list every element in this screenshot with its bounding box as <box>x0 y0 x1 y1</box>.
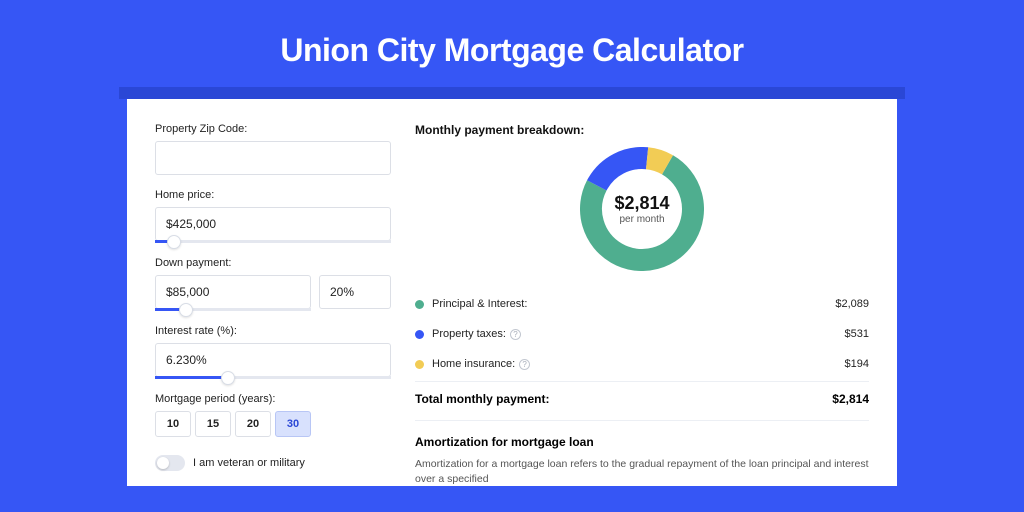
period-btn-20[interactable]: 20 <box>235 411 271 437</box>
amortization-section: Amortization for mortgage loan Amortizat… <box>415 420 869 486</box>
veteran-toggle[interactable] <box>155 455 185 471</box>
home-price-label: Home price: <box>155 189 391 201</box>
legend-value: $194 <box>845 358 869 370</box>
legend-row: Home insurance: ?$194 <box>415 349 869 379</box>
home-price-slider[interactable] <box>155 240 391 243</box>
legend-label: Home insurance: ? <box>432 358 845 370</box>
calculator-card: Property Zip Code: Home price: Down paym… <box>127 99 897 486</box>
breakdown-title: Monthly payment breakdown: <box>415 123 869 137</box>
interest-rate-label: Interest rate (%): <box>155 325 391 337</box>
period-btn-30[interactable]: 30 <box>275 411 311 437</box>
field-home-price: Home price: <box>155 189 391 243</box>
legend-row: Principal & Interest:$2,089 <box>415 289 869 319</box>
legend-dot <box>415 330 424 339</box>
page-title: Union City Mortgage Calculator <box>0 0 1024 87</box>
legend-value: $531 <box>845 328 869 340</box>
interest-rate-slider[interactable] <box>155 376 391 379</box>
mortgage-period-label: Mortgage period (years): <box>155 393 391 405</box>
breakdown-column: Monthly payment breakdown: $2,814 per mo… <box>415 123 869 486</box>
slider-thumb[interactable] <box>221 371 235 385</box>
inputs-column: Property Zip Code: Home price: Down paym… <box>155 123 391 486</box>
veteran-label: I am veteran or military <box>193 457 305 469</box>
down-payment-input[interactable] <box>155 275 311 309</box>
legend-value: $2,089 <box>835 298 869 310</box>
legend-label: Property taxes: ? <box>432 328 845 340</box>
period-btn-15[interactable]: 15 <box>195 411 231 437</box>
down-payment-label: Down payment: <box>155 257 391 269</box>
interest-rate-input[interactable] <box>155 343 391 377</box>
zip-label: Property Zip Code: <box>155 123 391 135</box>
donut-center-sub: per month <box>614 214 669 225</box>
amortization-text: Amortization for a mortgage loan refers … <box>415 457 869 486</box>
legend-dot <box>415 300 424 309</box>
down-payment-slider[interactable] <box>155 308 311 311</box>
slider-thumb[interactable] <box>167 235 181 249</box>
legend-row: Property taxes: ?$531 <box>415 319 869 349</box>
zip-input[interactable] <box>155 141 391 175</box>
total-row: Total monthly payment: $2,814 <box>415 381 869 420</box>
banner-strip <box>119 87 905 99</box>
donut-center: $2,814 per month <box>614 193 669 225</box>
donut-chart: $2,814 per month <box>415 147 869 271</box>
total-value: $2,814 <box>832 392 869 406</box>
down-payment-pct-input[interactable] <box>319 275 391 309</box>
home-price-input[interactable] <box>155 207 391 241</box>
legend-label: Principal & Interest: <box>432 298 835 310</box>
donut-center-value: $2,814 <box>614 193 669 214</box>
field-mortgage-period: Mortgage period (years): 10152030 <box>155 393 391 437</box>
field-down-payment: Down payment: <box>155 257 391 311</box>
field-interest-rate: Interest rate (%): <box>155 325 391 379</box>
period-btn-10[interactable]: 10 <box>155 411 191 437</box>
slider-thumb[interactable] <box>179 303 193 317</box>
help-icon[interactable]: ? <box>510 329 521 340</box>
veteran-toggle-row: I am veteran or military <box>155 455 391 471</box>
total-label: Total monthly payment: <box>415 392 832 406</box>
help-icon[interactable]: ? <box>519 359 530 370</box>
amortization-title: Amortization for mortgage loan <box>415 435 869 449</box>
field-zip: Property Zip Code: <box>155 123 391 175</box>
legend-dot <box>415 360 424 369</box>
